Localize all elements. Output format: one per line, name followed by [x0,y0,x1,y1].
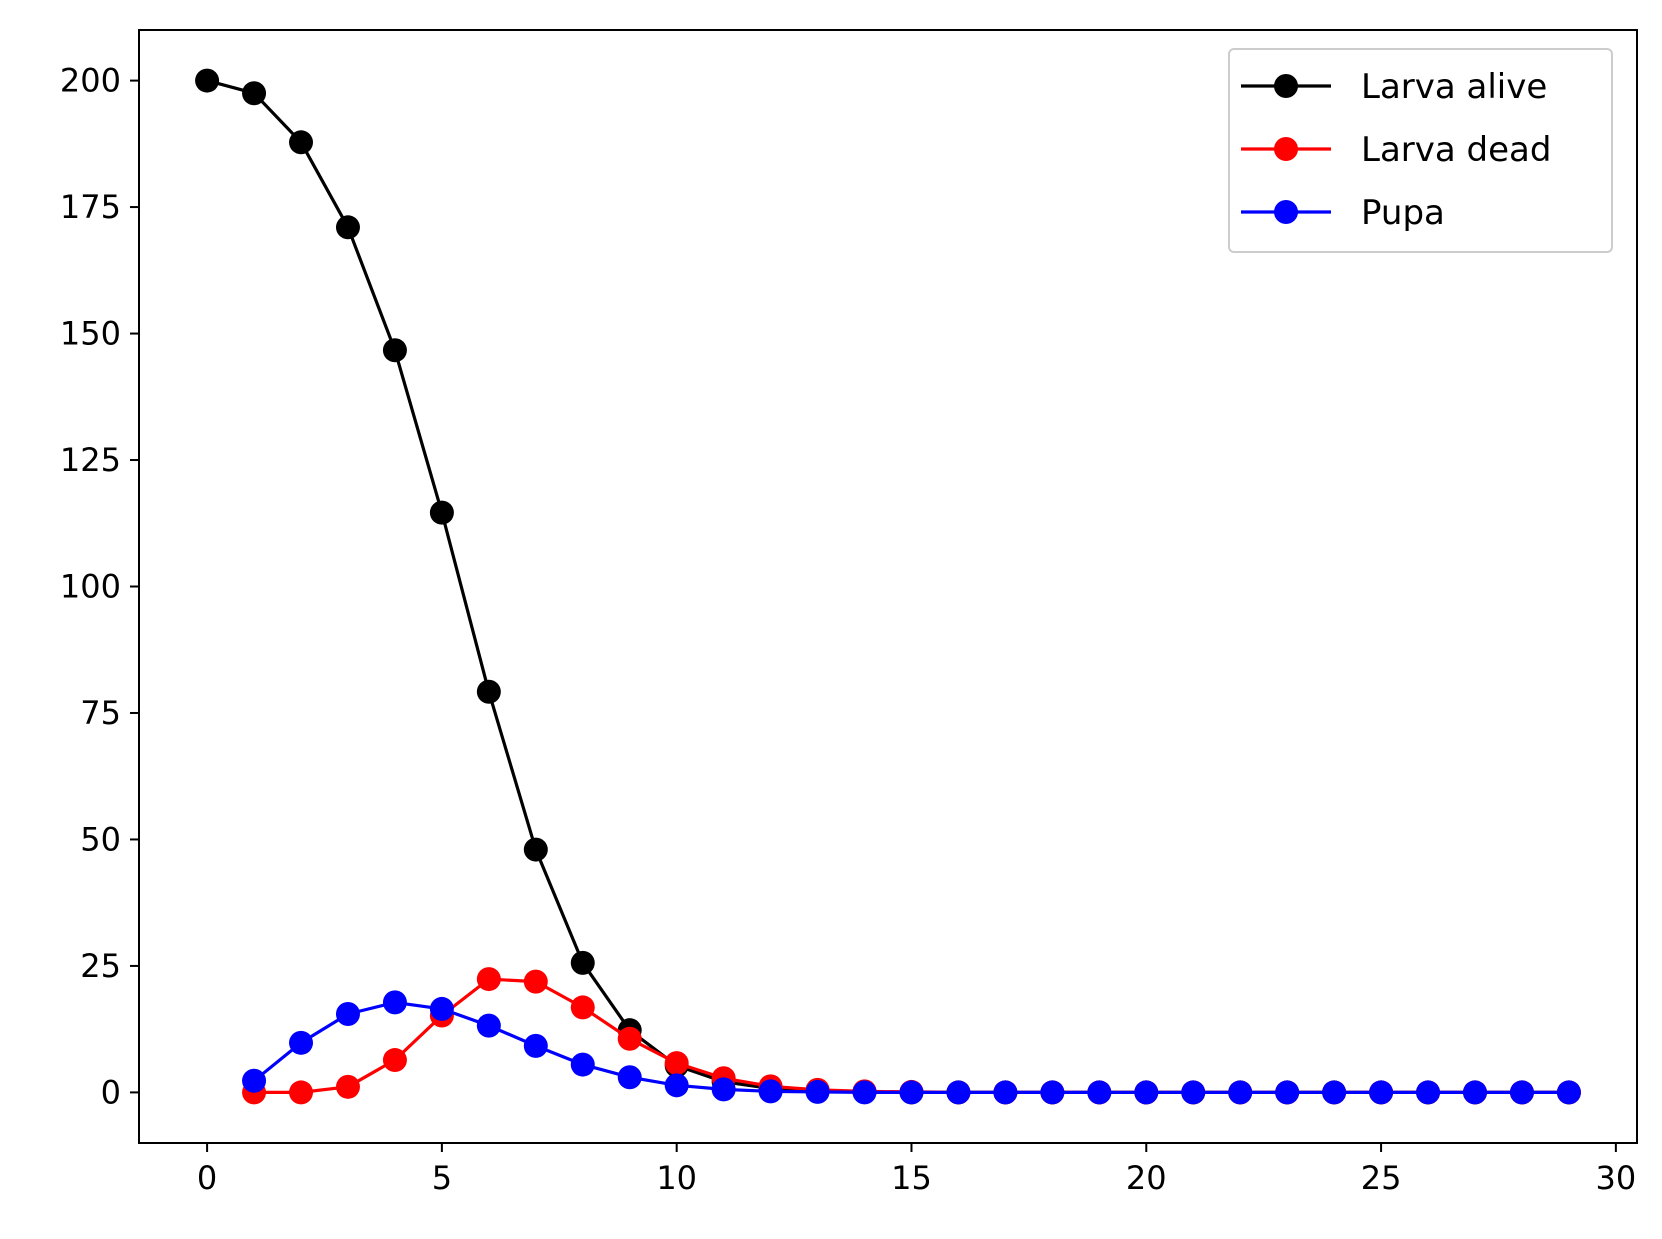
data-point [289,130,314,155]
data-point [1040,1080,1065,1105]
data-point [335,1001,360,1026]
data-point [429,500,454,525]
data-point [382,1048,407,1073]
y-tick-label: 150 [60,315,121,353]
data-point [1556,1080,1581,1105]
data-point [570,1052,595,1077]
data-point [711,1077,736,1102]
data-point [335,215,360,240]
data-point [758,1079,783,1104]
legend-label: Larva alive [1361,67,1547,107]
data-point [1181,1080,1206,1105]
data-point [570,995,595,1020]
data-point [1275,1080,1300,1105]
data-point [1416,1080,1441,1105]
data-point [289,1080,314,1105]
x-axis: 0 5 10 15 20 25 30 [197,1143,1636,1197]
y-tick-label: 125 [60,441,121,479]
data-point [1509,1080,1534,1105]
data-point [617,1026,642,1051]
y-tick-label: 0 [101,1073,121,1111]
legend-entry: Larva dead [1241,130,1551,170]
legend-label: Larva dead [1361,130,1551,170]
data-point [195,68,220,93]
y-tick-label: 175 [60,188,121,226]
data-point [523,1033,548,1058]
data-point [523,837,548,862]
legend-box [1228,48,1613,253]
data-point [335,1074,360,1099]
data-point [1462,1080,1487,1105]
legend-entry: Larva alive [1241,67,1547,107]
legend-entry: Pupa [1241,193,1445,233]
data-point [1087,1080,1112,1105]
data-point [1228,1080,1253,1105]
data-point [664,1073,689,1098]
data-point [946,1080,971,1105]
legend-marker [1274,137,1298,161]
data-point [993,1080,1018,1105]
legend-label: Pupa [1361,193,1445,233]
data-point [382,338,407,363]
data-point [289,1030,314,1055]
y-tick-label: 200 [60,62,121,100]
data-point [476,967,501,992]
series-line [254,977,1569,1095]
series-pupa [242,990,1581,1105]
data-point [1322,1080,1347,1105]
data-point [899,1080,924,1105]
data-point [1134,1080,1159,1105]
data-point [242,1068,267,1093]
legend-marker [1274,200,1298,224]
x-tick-label: 25 [1361,1159,1402,1197]
data-point [382,990,407,1015]
data-point [242,81,267,106]
series-layer [195,68,1581,1105]
data-point [852,1080,877,1105]
x-tick-label: 30 [1596,1159,1637,1197]
data-point [617,1065,642,1090]
data-point [570,950,595,975]
x-tick-label: 10 [656,1159,697,1197]
data-point [664,1051,689,1076]
x-tick-label: 5 [432,1159,452,1197]
y-axis: 0 25 50 75 100 125 150 175 200 [60,62,139,1111]
y-tick-label: 75 [80,694,121,732]
x-tick-label: 0 [197,1159,217,1197]
data-point [476,1013,501,1038]
legend: Larva alive Larva dead Pupa [1228,48,1613,253]
data-point [805,1079,830,1104]
y-tick-label: 50 [80,820,121,858]
y-tick-label: 25 [80,947,121,985]
legend-marker [1274,74,1298,98]
data-point [1369,1080,1394,1105]
data-point [429,996,454,1021]
data-point [476,679,501,704]
x-tick-label: 15 [891,1159,932,1197]
data-point [523,969,548,994]
y-tick-label: 100 [60,568,121,606]
x-tick-label: 20 [1126,1159,1167,1197]
